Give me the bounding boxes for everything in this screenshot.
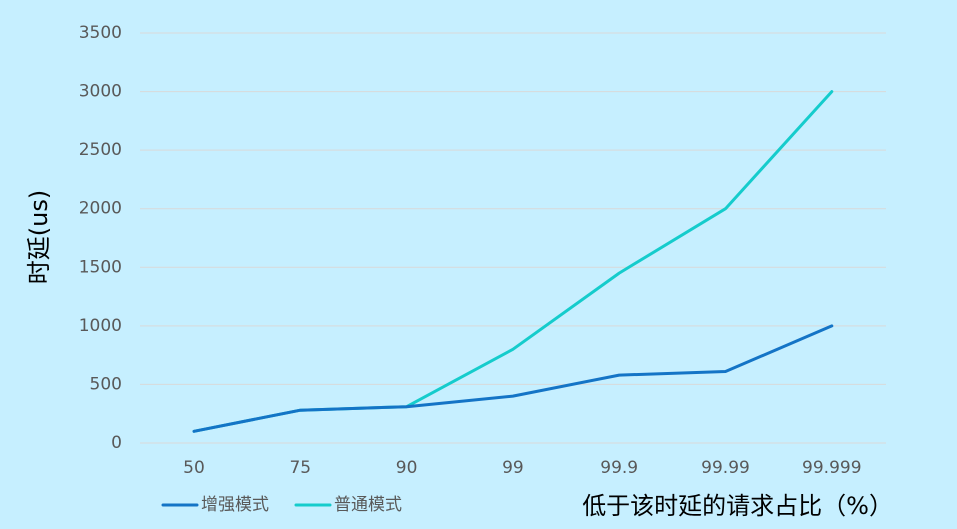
series-line-1 xyxy=(192,90,834,433)
y-tick-label: 500 xyxy=(90,374,122,394)
x-tick-label: 99.99 xyxy=(701,458,750,478)
gridlines xyxy=(140,32,886,444)
y-tick-label: 2000 xyxy=(79,199,122,219)
y-axis-title: 时延(us) xyxy=(25,190,53,284)
y-axis-ticks: 0 500 1000 1500 2000 2500 3000 3500 xyxy=(79,23,122,453)
series-lines xyxy=(192,90,834,433)
y-tick-label: 3500 xyxy=(79,23,122,43)
legend: 增强模式 普通模式 xyxy=(161,495,402,515)
x-tick-label: 99.9 xyxy=(600,458,638,478)
x-tick-label: 99.999 xyxy=(802,458,861,478)
series-line-0 xyxy=(192,324,834,433)
legend-label-0: 增强模式 xyxy=(201,495,269,515)
x-axis-title: 低于该时延的请求占比（%） xyxy=(582,492,893,520)
y-tick-label: 3000 xyxy=(79,82,122,102)
y-tick-label: 1500 xyxy=(79,257,122,277)
y-tick-label: 0 xyxy=(111,433,122,453)
y-tick-label: 1000 xyxy=(79,316,122,336)
x-tick-label: 99 xyxy=(502,458,524,478)
y-tick-label: 2500 xyxy=(79,140,122,160)
x-tick-label: 50 xyxy=(183,458,205,478)
x-axis-ticks: 50 75 90 99 99.9 99.99 99.999 xyxy=(183,458,861,478)
x-tick-label: 75 xyxy=(289,458,311,478)
legend-label-1: 普通模式 xyxy=(334,495,402,515)
x-tick-label: 90 xyxy=(396,458,418,478)
